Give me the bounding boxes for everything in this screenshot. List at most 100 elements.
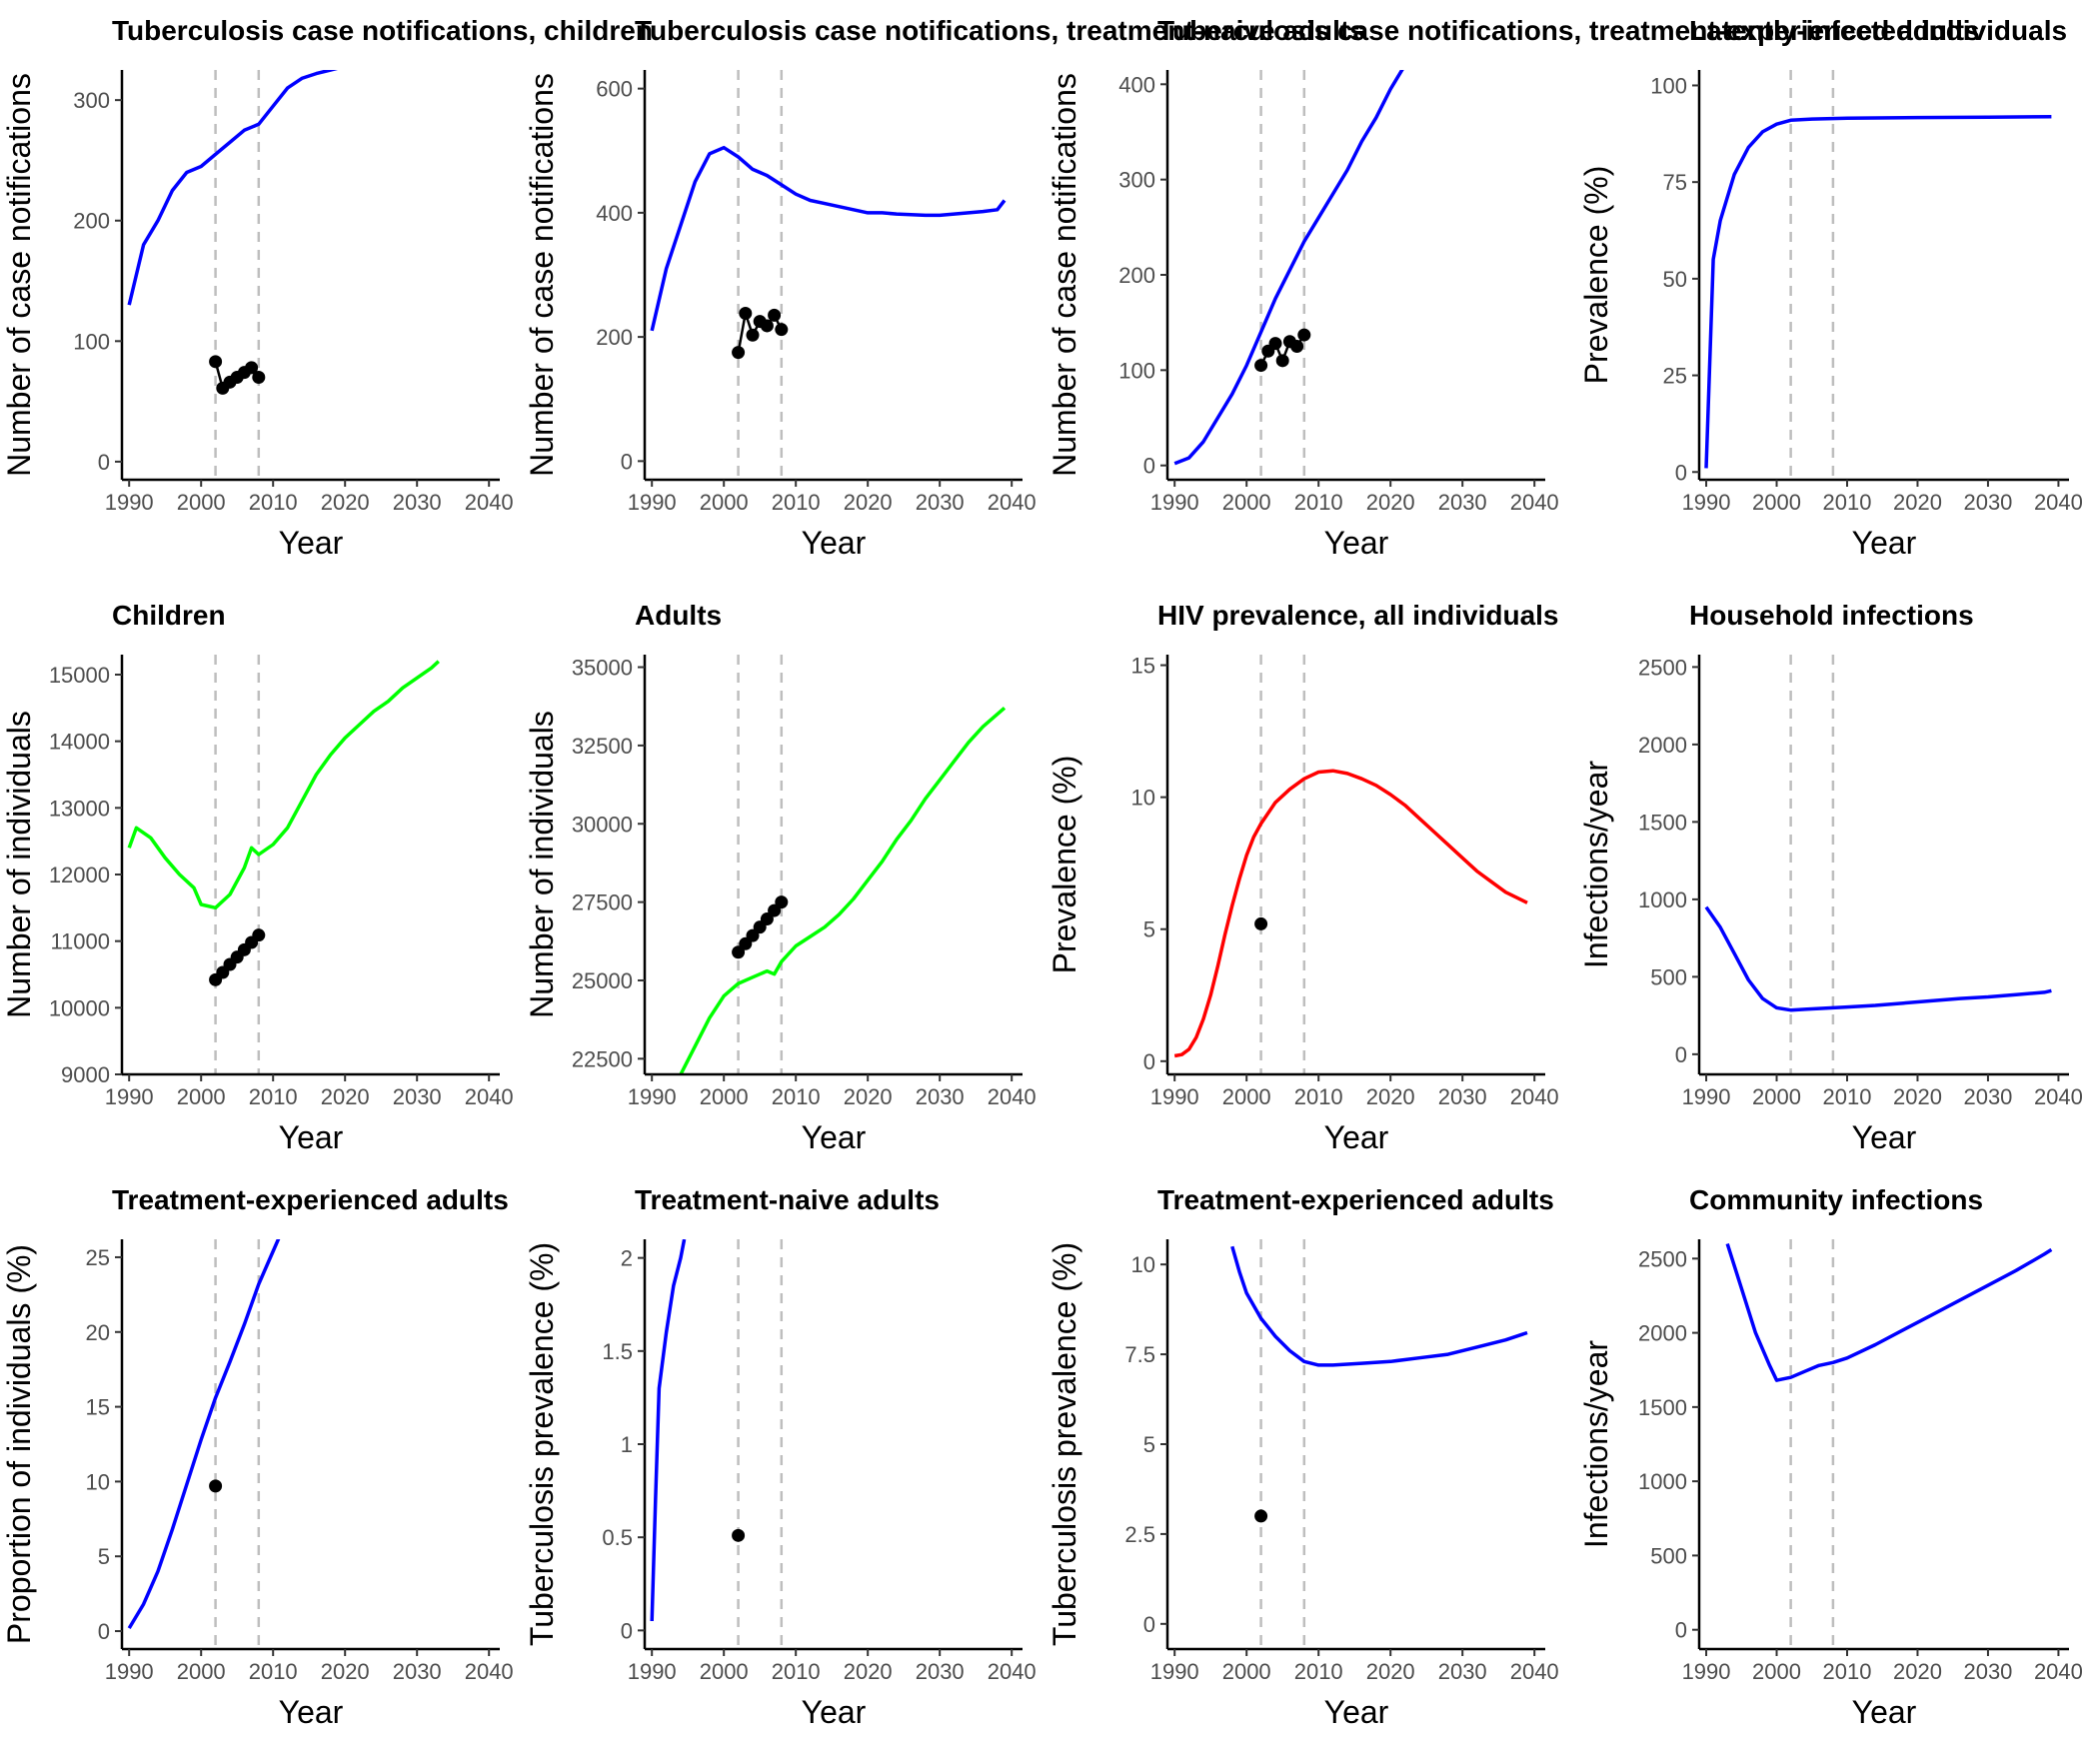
x-tick-label: 2030	[916, 1084, 965, 1109]
panel-6: Adults 1990 2000 2010 2020 2030 2040 22500 25000…	[524, 600, 1037, 1155]
y-tick-label: 32500	[572, 734, 633, 759]
y-tick-label: 25000	[572, 968, 633, 993]
y-tick-label: 2.5	[1124, 1522, 1155, 1547]
x-tick-label: 2040	[1510, 1659, 1559, 1684]
x-tick-label: 2040	[988, 1659, 1037, 1684]
x-axis-label: Year	[279, 1694, 344, 1730]
x-tick-label: 2010	[772, 1659, 821, 1684]
x-axis-label: Year	[1324, 1119, 1389, 1155]
panel-7: HIV prevalence, all individuals 1990 2000 2…	[1046, 600, 1559, 1155]
x-tick-label: 2030	[1438, 490, 1487, 515]
x-tick-label: 2040	[2034, 1084, 2083, 1109]
y-axis-label: Number of individuals	[1, 711, 37, 1018]
y-tick-label: 600	[596, 77, 633, 102]
y-tick-label: 5	[1143, 917, 1155, 942]
y-tick-label: 1000	[1638, 887, 1687, 912]
panel-1: Tuberculosis case notifications, childre…	[1, 15, 653, 561]
y-tick-label: 1	[621, 1432, 633, 1457]
x-tick-label: 2020	[1366, 1084, 1415, 1109]
y-tick-label: 1500	[1638, 1395, 1687, 1420]
x-tick-label: 2000	[177, 1659, 226, 1684]
x-tick-label: 2030	[1438, 1659, 1487, 1684]
x-tick-label: 2020	[844, 1659, 893, 1684]
y-axis-label: Proportion of individuals (%)	[1, 1244, 37, 1644]
x-tick-label: 2020	[1893, 1084, 1942, 1109]
x-tick-label: 2020	[321, 1084, 370, 1109]
x-tick-label: 2000	[1752, 1084, 1801, 1109]
observed-point	[732, 346, 746, 360]
y-axis-label: Tuberculosis prevalence (%)	[1046, 1242, 1082, 1646]
x-tick-label: 2020	[1366, 1659, 1415, 1684]
x-tick-label: 2030	[1963, 1084, 2012, 1109]
x-axis-label: Year	[1852, 1694, 1917, 1730]
x-tick-label: 2020	[321, 1659, 370, 1684]
observed-point	[760, 319, 774, 333]
y-tick-label: 20	[86, 1320, 110, 1345]
observed-point	[252, 928, 266, 942]
y-tick-label: 2500	[1638, 655, 1687, 680]
x-axis-label: Year	[1852, 525, 1917, 561]
panel-5-title: Children	[112, 600, 226, 631]
y-tick-label: 0.5	[602, 1525, 633, 1550]
y-tick-label: 1000	[1638, 1469, 1687, 1494]
panel-1-title: Tuberculosis case notifications, childre…	[112, 15, 653, 46]
y-tick-label: 13000	[49, 796, 110, 821]
x-tick-label: 2040	[1510, 1084, 1559, 1109]
x-tick-label: 2030	[916, 490, 965, 515]
panel-5: Children 1990 2000 2010 2020 2030 2040 9000 1000…	[1, 600, 514, 1155]
y-tick-label: 2000	[1638, 733, 1687, 758]
y-axis-label: Number of individuals	[524, 711, 560, 1018]
series-line-1	[127, 1239, 281, 1630]
x-tick-label: 2000	[1222, 1659, 1271, 1684]
x-axis-label: Year	[279, 1119, 344, 1155]
x-tick-label: 2040	[465, 1659, 514, 1684]
panel-2: Tuberculosis case notifications, treatme…	[524, 15, 1365, 561]
y-tick-label: 2	[621, 1246, 633, 1271]
y-tick-label: 300	[73, 88, 110, 113]
x-tick-label: 2010	[249, 1084, 298, 1109]
x-tick-label: 2000	[177, 490, 226, 515]
y-tick-label: 10	[1131, 1252, 1155, 1277]
observed-point	[732, 1528, 746, 1542]
x-tick-label: 2030	[393, 490, 442, 515]
y-tick-label: 15000	[49, 663, 110, 688]
x-tick-label: 2030	[393, 1084, 442, 1109]
x-tick-label: 2030	[1963, 1659, 2012, 1684]
y-tick-label: 10000	[49, 995, 110, 1020]
y-tick-label: 14000	[49, 730, 110, 755]
panel-4-title: Latently-infected individuals	[1689, 15, 2067, 46]
x-tick-label: 2030	[1963, 490, 2012, 515]
y-axis-label: Tuberculosis prevalence (%)	[524, 1242, 560, 1646]
y-tick-label: 27500	[572, 890, 633, 915]
y-tick-label: 2500	[1638, 1246, 1687, 1271]
observed-point	[1254, 1509, 1268, 1523]
observed-point	[775, 895, 789, 909]
y-tick-label: 100	[73, 329, 110, 354]
x-tick-label: 1990	[1682, 1084, 1731, 1109]
x-tick-label: 2040	[988, 1084, 1037, 1109]
x-axis-label: Year	[802, 1694, 867, 1730]
x-tick-label: 1990	[1682, 1659, 1731, 1684]
x-axis-label: Year	[1324, 525, 1389, 561]
observed-point	[760, 912, 774, 926]
y-tick-label: 5	[98, 1544, 110, 1569]
series-line-1	[1704, 115, 2052, 469]
y-tick-label: 0	[1143, 1049, 1155, 1074]
y-tick-label: 500	[1650, 1543, 1687, 1568]
x-tick-label: 2030	[393, 1659, 442, 1684]
observed-point	[252, 371, 266, 384]
y-tick-label: 100	[1118, 358, 1155, 383]
y-tick-label: 0	[1675, 460, 1687, 485]
panel-6-title: Adults	[635, 600, 722, 631]
x-tick-label: 2010	[1294, 1659, 1343, 1684]
y-tick-label: 5	[1143, 1432, 1155, 1457]
observed-point	[739, 307, 753, 321]
observed-point	[245, 361, 259, 375]
x-axis-label: Year	[279, 525, 344, 561]
x-tick-label: 2000	[177, 1084, 226, 1109]
panel-7-title: HIV prevalence, all individuals	[1157, 600, 1559, 631]
y-tick-label: 12000	[49, 863, 110, 887]
y-tick-label: 0	[621, 449, 633, 474]
